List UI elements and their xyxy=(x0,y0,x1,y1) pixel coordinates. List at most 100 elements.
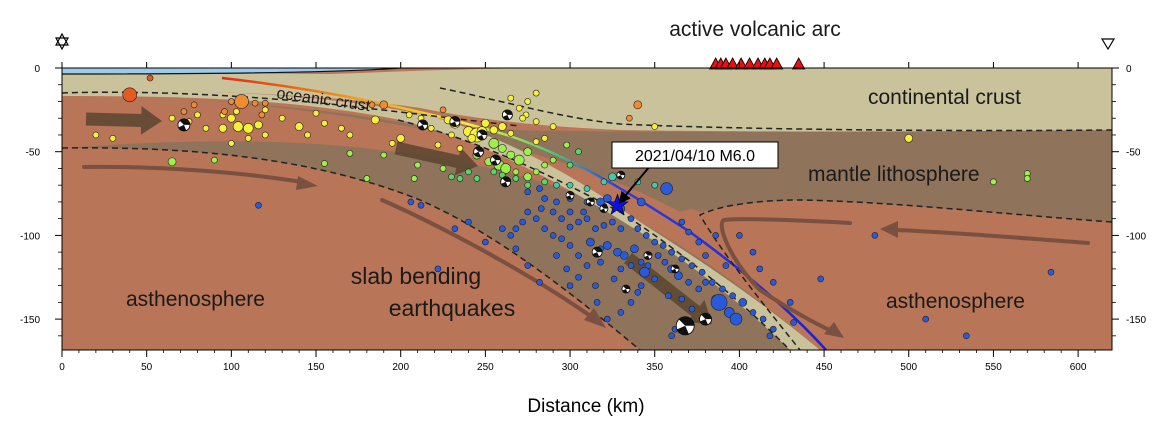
earthquake-dot xyxy=(294,122,304,131)
beachball xyxy=(670,264,680,274)
focal-mechanisms xyxy=(177,109,712,336)
earthquake-dot xyxy=(234,94,249,109)
y-axis-ticks: 0 0 -50 -50 -100 -100 -150 -150 xyxy=(20,64,1146,337)
earthquake-dot xyxy=(434,265,442,273)
mantle-flow-arrowhead xyxy=(824,322,844,338)
earthquake-dot xyxy=(532,138,540,145)
earthquake-dot xyxy=(678,295,686,303)
earthquake-dot xyxy=(766,332,774,340)
x-tick-label: 0 xyxy=(59,362,65,373)
earthquake-dot xyxy=(180,108,188,115)
earthquake-dot xyxy=(604,315,611,323)
earthquake-dot xyxy=(1047,268,1055,276)
earthquake-dot xyxy=(695,285,703,293)
earthquake-dot xyxy=(507,94,515,102)
earthquake-dot xyxy=(688,305,696,313)
earthquake-dot xyxy=(244,135,252,142)
earthquake-dot xyxy=(642,232,650,239)
earthquake-dot xyxy=(439,165,447,172)
earthquake-dot xyxy=(729,292,736,299)
earthquake-dot xyxy=(627,215,635,222)
x-tick-label: 150 xyxy=(308,362,325,373)
earthquake-dot xyxy=(619,251,629,260)
earthquake-dot xyxy=(410,175,418,182)
earthquake-dot xyxy=(482,238,489,246)
earthquake-dot xyxy=(636,197,646,207)
earthquake-dot xyxy=(563,265,570,273)
earthquake-dot xyxy=(603,241,612,250)
earthquake-dot xyxy=(769,278,777,286)
earthquake-dot xyxy=(532,168,540,176)
earthquake-dot xyxy=(488,138,500,149)
earthquake-dot xyxy=(524,262,532,269)
earthquake-dot xyxy=(512,168,520,176)
earthquake-dot xyxy=(541,178,548,186)
earthquake-dot xyxy=(592,282,599,289)
earthquake-dot xyxy=(368,101,376,109)
label-continental-crust: continental crust xyxy=(868,86,1021,109)
earthquake-dot xyxy=(519,218,526,226)
earthquake-dot xyxy=(575,273,582,281)
earthquake-dot xyxy=(312,109,320,117)
star-of-david-icon xyxy=(54,32,70,51)
earthquake-dot xyxy=(627,299,635,306)
earthquake-dot xyxy=(756,265,764,273)
earthquake-dot xyxy=(251,99,259,107)
earthquake-dot xyxy=(660,182,673,195)
earthquake-dot xyxy=(575,218,582,226)
earthquake-dot xyxy=(575,252,582,259)
earthquake-dot xyxy=(790,319,797,326)
earthquake-dot xyxy=(524,188,532,196)
earthquake-dot xyxy=(278,114,286,122)
earthquake-dot xyxy=(627,262,635,269)
earthquake-dot xyxy=(583,185,591,192)
earthquake-dot xyxy=(228,140,235,147)
earthquake-dot xyxy=(388,140,396,147)
x-axis-label: Distance (km) xyxy=(527,396,644,417)
earthquake-dot xyxy=(659,242,667,249)
earthquake-dot xyxy=(1023,175,1031,182)
earthquake-dot xyxy=(467,134,477,143)
y-tick-label-right: -150 xyxy=(1126,315,1146,326)
earthquake-dot xyxy=(512,225,520,233)
earthquake-dot xyxy=(871,232,879,239)
earthquake-dot xyxy=(405,111,413,119)
lab-dashed-right xyxy=(698,199,1112,350)
earthquake-dot xyxy=(370,115,380,125)
earthquake-dot xyxy=(379,100,389,110)
earthquake-dot xyxy=(536,278,543,286)
earthquake-dot xyxy=(532,89,540,97)
volcanoes xyxy=(709,57,806,70)
beachball xyxy=(500,176,512,188)
beachball xyxy=(599,204,609,214)
earthquake-dot xyxy=(513,154,525,166)
earthquake-dot xyxy=(549,123,557,130)
earthquake-dot xyxy=(541,225,548,233)
x-tick-label: 200 xyxy=(392,362,409,373)
beachball xyxy=(585,197,595,207)
mantle-flow-arrowhead xyxy=(584,308,606,328)
beachball xyxy=(501,109,513,121)
beachball xyxy=(616,170,626,180)
earthquake-dot xyxy=(685,228,692,236)
earthquake-dot xyxy=(600,222,608,229)
y-tick-label-left: 0 xyxy=(34,64,40,75)
earthquake-dot xyxy=(749,248,757,256)
earthquake-dot xyxy=(637,282,645,289)
earthquake-dot xyxy=(558,215,565,222)
earthquake-dot xyxy=(963,332,970,340)
earthquake-dot xyxy=(722,262,730,269)
earthquake-dot xyxy=(507,232,515,239)
earthquake-dot xyxy=(634,225,642,233)
triangle-down-icon xyxy=(1100,38,1116,51)
earthquake-dot xyxy=(626,114,633,122)
earthquake-dot xyxy=(338,124,345,132)
earthquake-dot xyxy=(233,108,240,115)
earthquake-dot xyxy=(702,278,709,286)
beachball xyxy=(417,119,429,131)
x-tick-label: 500 xyxy=(900,362,917,373)
earthquake-dot xyxy=(637,258,645,266)
earthquake-dot xyxy=(558,235,565,243)
earthquake-dot xyxy=(524,98,532,105)
